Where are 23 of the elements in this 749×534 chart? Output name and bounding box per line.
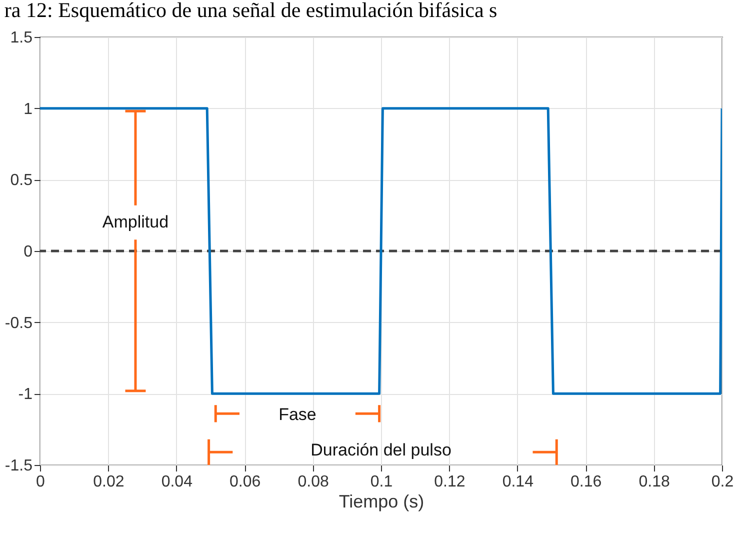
- chart-title: ra 12: Esquemático de una señal de estimulación bifásica s: [4, 0, 498, 22]
- x-axis-title: Tiempo (s): [338, 492, 424, 512]
- y-tick-label: -0.5: [4, 314, 33, 332]
- x-tick-label: 0.04: [161, 474, 193, 490]
- x-tick-label: 0: [36, 474, 46, 490]
- y-tick-label: 1.5: [10, 30, 33, 46]
- x-tick-label: 0.2: [711, 474, 734, 490]
- annotation: Fase: [278, 405, 316, 424]
- annotation: Duración del pulso: [310, 440, 452, 460]
- x-tick-label: 0.14: [502, 474, 534, 490]
- x-tick-label: 0.08: [298, 474, 329, 490]
- annotation: Amplitud: [102, 212, 169, 232]
- y-tick-label: 0: [24, 244, 33, 260]
- x-tick-label: 0.1: [370, 474, 393, 490]
- y-tick-label: 1: [24, 100, 33, 118]
- y-tick-label: 0.5: [10, 172, 33, 190]
- y-tick-label: -1: [18, 386, 33, 404]
- x-tick-label: 0.12: [434, 474, 466, 490]
- x-tick-label: 0.18: [638, 474, 670, 490]
- x-tick-label: 0.06: [230, 474, 261, 490]
- x-tick-label: 0.02: [93, 474, 124, 490]
- y-tick-label: -1.5: [4, 458, 33, 474]
- x-tick-label: 0.16: [570, 474, 602, 490]
